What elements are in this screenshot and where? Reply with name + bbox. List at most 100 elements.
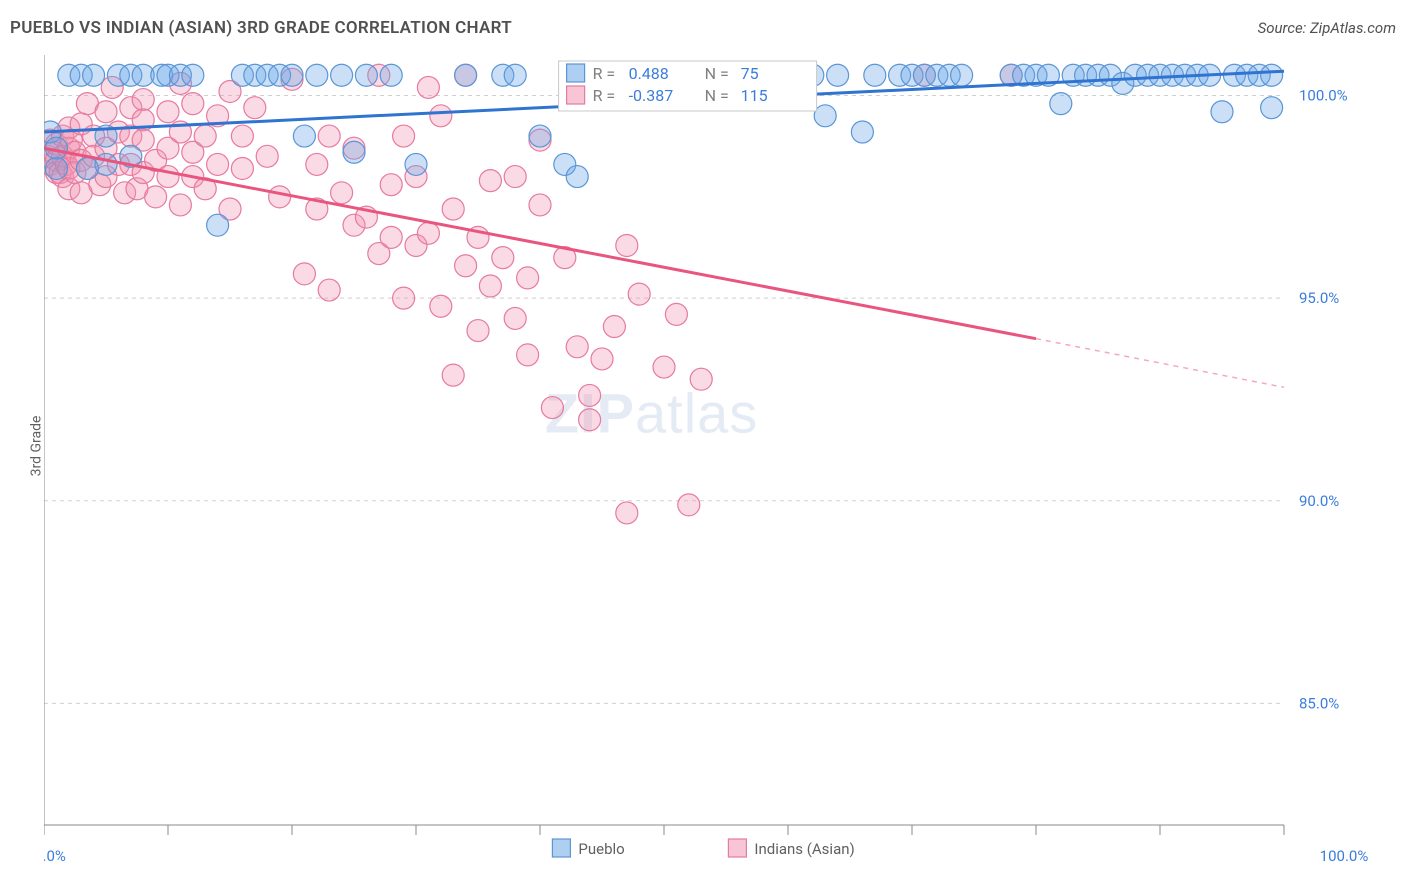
scatter-point-indian <box>132 89 154 111</box>
chart-title: PUEBLO VS INDIAN (ASIAN) 3RD GRADE CORRE… <box>10 18 512 38</box>
scatter-point-pueblo <box>951 64 973 86</box>
scatter-point-indian <box>579 384 601 406</box>
scatter-point-indian <box>616 234 638 256</box>
scatter-point-indian <box>269 186 291 208</box>
scatter-point-pueblo <box>455 64 477 86</box>
scatter-point-indian <box>169 194 191 216</box>
scatter-point-indian <box>306 153 328 175</box>
scatter-point-pueblo <box>827 64 849 86</box>
legend-R-value-pueblo: 0.488 <box>629 64 669 83</box>
scatter-point-indian <box>492 247 514 269</box>
y-tick-label: 100.0% <box>1299 87 1348 105</box>
scatter-point-indian <box>318 125 340 147</box>
scatter-point-indian <box>504 166 526 188</box>
scatter-point-indian <box>244 97 266 119</box>
scatter-point-indian <box>417 222 439 244</box>
scatter-point-indian <box>256 145 278 167</box>
scatter-point-pueblo <box>405 153 427 175</box>
x-start-label: 0.0% <box>44 847 66 865</box>
scatter-point-indian <box>380 174 402 196</box>
scatter-point-indian <box>541 397 563 419</box>
y-tick-label: 85.0% <box>1299 694 1339 712</box>
bottom-legend-label-indian: Indians (Asian) <box>754 840 854 858</box>
scatter-point-indian <box>393 125 415 147</box>
scatter-point-indian <box>442 198 464 220</box>
scatter-point-indian <box>430 295 452 317</box>
chart-area: 100.0%95.0%90.0%85.0%ZIPatlas0.0%100.0%R… <box>44 55 1396 825</box>
scatter-point-pueblo <box>380 64 402 86</box>
scatter-point-pueblo <box>306 64 328 86</box>
y-axis-label: 3rd Grade <box>28 416 44 477</box>
scatter-point-pueblo <box>281 64 303 86</box>
legend-R-label: R = <box>593 64 616 83</box>
scatter-point-indian <box>690 368 712 390</box>
y-tick-label: 95.0% <box>1299 289 1339 307</box>
scatter-point-indian <box>517 267 539 289</box>
scatter-point-indian <box>479 275 501 297</box>
scatter-point-pueblo <box>45 157 67 179</box>
scatter-point-indian <box>182 93 204 115</box>
chart-header: PUEBLO VS INDIAN (ASIAN) 3RD GRADE CORRE… <box>10 18 1396 38</box>
scatter-point-indian <box>430 105 452 127</box>
scatter-point-pueblo <box>504 64 526 86</box>
scatter-point-indian <box>417 76 439 98</box>
scatter-point-pueblo <box>851 121 873 143</box>
scatter-point-pueblo <box>566 166 588 188</box>
scatter-point-indian <box>95 101 117 123</box>
legend-N-label: N = <box>705 86 729 105</box>
scatter-point-indian <box>455 255 477 277</box>
scatter-point-indian <box>579 409 601 431</box>
scatter-point-pueblo <box>293 125 315 147</box>
trendline-indian-extrapolated <box>1036 339 1284 388</box>
scatter-point-pueblo <box>529 125 551 147</box>
trendline-indian <box>44 148 1036 338</box>
scatter-point-pueblo <box>343 141 365 163</box>
scatter-point-indian <box>207 153 229 175</box>
scatter-point-indian <box>591 348 613 370</box>
scatter-point-indian <box>393 287 415 309</box>
scatter-point-pueblo <box>814 105 836 127</box>
legend-N-value-indian: 115 <box>741 86 768 105</box>
scatter-point-indian <box>628 283 650 305</box>
scatter-point-indian <box>479 170 501 192</box>
legend-swatch-indian <box>567 86 585 104</box>
scatter-point-indian <box>231 157 253 179</box>
scatter-point-indian <box>380 226 402 248</box>
legend-swatch-pueblo <box>567 64 585 82</box>
scatter-point-pueblo <box>83 64 105 86</box>
bottom-legend-swatch-pueblo <box>552 839 570 857</box>
watermark: ZIPatlas <box>545 381 758 444</box>
scatter-point-indian <box>529 194 551 216</box>
scatter-point-indian <box>231 125 253 147</box>
scatter-point-indian <box>678 494 700 516</box>
scatter-point-pueblo <box>1261 97 1283 119</box>
bottom-legend-swatch-indian <box>728 839 746 857</box>
scatter-point-indian <box>653 356 675 378</box>
scatter-point-indian <box>504 307 526 329</box>
legend-N-value-pueblo: 75 <box>741 64 759 83</box>
scatter-point-indian <box>145 186 167 208</box>
scatter-point-pueblo <box>1211 101 1233 123</box>
legend-N-label: N = <box>705 64 729 83</box>
scatter-point-indian <box>467 320 489 342</box>
scatter-point-indian <box>603 316 625 338</box>
scatter-point-pueblo <box>355 64 377 86</box>
scatter-point-pueblo <box>864 64 886 86</box>
legend-R-value-indian: -0.387 <box>629 86 674 105</box>
scatter-point-indian <box>442 364 464 386</box>
bottom-legend-label-pueblo: Pueblo <box>578 840 624 858</box>
scatter-point-indian <box>331 182 353 204</box>
scatter-point-indian <box>157 166 179 188</box>
legend-R-label: R = <box>593 86 616 105</box>
chart-source: Source: ZipAtlas.com <box>1258 19 1396 37</box>
scatter-point-indian <box>318 279 340 301</box>
scatter-point-indian <box>194 125 216 147</box>
scatter-point-pueblo <box>182 64 204 86</box>
scatter-point-indian <box>293 263 315 285</box>
scatter-point-pueblo <box>331 64 353 86</box>
scatter-point-pueblo <box>207 214 229 236</box>
scatter-point-pueblo <box>1261 64 1283 86</box>
scatter-point-pueblo <box>95 153 117 175</box>
y-tick-label: 90.0% <box>1299 492 1339 510</box>
scatter-point-pueblo <box>1050 93 1072 115</box>
